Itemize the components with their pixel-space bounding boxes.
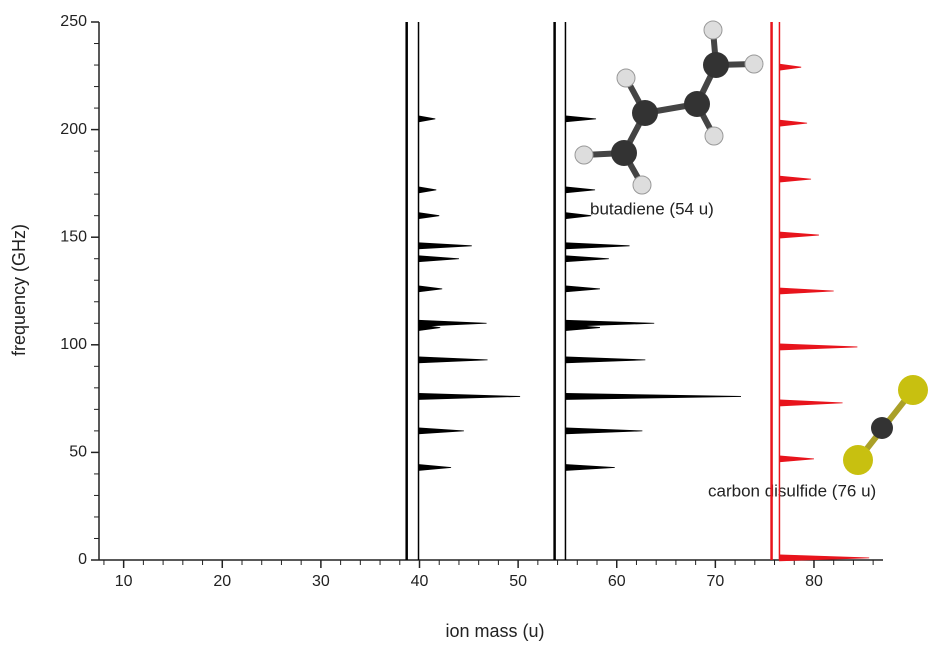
annotation: carbon disulfide (76 u) bbox=[708, 481, 876, 500]
butadiene-molecule bbox=[574, 20, 764, 195]
spectrum-peak bbox=[779, 287, 834, 295]
spectrum-peak bbox=[565, 464, 615, 471]
spectrum-peak bbox=[565, 255, 609, 263]
spectrum-peak bbox=[779, 343, 858, 351]
spectrum-peak bbox=[418, 319, 487, 327]
y-tick-label: 200 bbox=[60, 121, 87, 138]
x-tick-label: 40 bbox=[411, 573, 429, 590]
spectrum-peak bbox=[418, 285, 443, 293]
spectrum-peak bbox=[565, 356, 646, 364]
y-tick-label: 150 bbox=[60, 228, 87, 245]
spectrum-peak bbox=[565, 115, 597, 123]
y-tick-label: 50 bbox=[69, 444, 87, 461]
spectrum-peak bbox=[779, 175, 812, 183]
annotation: butadiene (54 u) bbox=[590, 199, 714, 218]
x-tick-label: 50 bbox=[509, 573, 527, 590]
y-tick-label: 250 bbox=[60, 13, 87, 30]
x-tick-label: 30 bbox=[312, 573, 330, 590]
x-tick-label: 10 bbox=[115, 573, 133, 590]
cs2-molecule bbox=[843, 375, 928, 475]
x-tick-label: 70 bbox=[706, 573, 724, 590]
x-axis-label: ion mass (u) bbox=[445, 621, 544, 641]
spectrum-peak bbox=[565, 393, 741, 400]
spectrum-peak bbox=[565, 427, 643, 435]
spectrum-peak bbox=[418, 186, 437, 194]
y-tick-label: 100 bbox=[60, 336, 87, 353]
spectrum-peak bbox=[418, 115, 436, 123]
spectrum-peak bbox=[418, 356, 488, 364]
spectrum-peak bbox=[779, 399, 843, 407]
spectrum-peak bbox=[779, 63, 802, 71]
spectrum-peak bbox=[565, 186, 596, 194]
spectrum-peak bbox=[418, 464, 452, 471]
x-tick-label: 60 bbox=[608, 573, 626, 590]
y-tick-label: 0 bbox=[78, 551, 87, 568]
spectrum-peak bbox=[779, 231, 819, 239]
spectrum-peak bbox=[565, 324, 601, 332]
spectrum-peak bbox=[565, 319, 655, 327]
spectrum-peak bbox=[418, 427, 464, 435]
spectrum-peak bbox=[565, 242, 630, 250]
spectrum-peak bbox=[565, 212, 592, 220]
spectrum-peak bbox=[779, 455, 815, 463]
spectrum-peak bbox=[418, 255, 459, 263]
spectrum-peak bbox=[418, 242, 472, 250]
spectrum-peak bbox=[779, 554, 870, 562]
spectrum-peak bbox=[418, 212, 440, 220]
spectrum-peak bbox=[779, 119, 808, 127]
spectrum-peak bbox=[565, 285, 601, 293]
y-axis-label: frequency (GHz) bbox=[9, 224, 29, 356]
spectrum-peak bbox=[418, 393, 521, 400]
x-tick-label: 20 bbox=[213, 573, 231, 590]
spectrum-peak bbox=[418, 324, 441, 332]
x-tick-label: 80 bbox=[805, 573, 823, 590]
